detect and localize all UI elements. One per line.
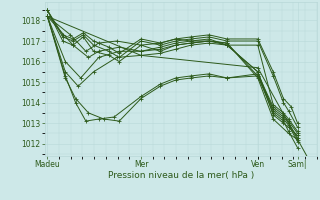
X-axis label: Pression niveau de la mer( hPa ): Pression niveau de la mer( hPa ) — [108, 171, 254, 180]
